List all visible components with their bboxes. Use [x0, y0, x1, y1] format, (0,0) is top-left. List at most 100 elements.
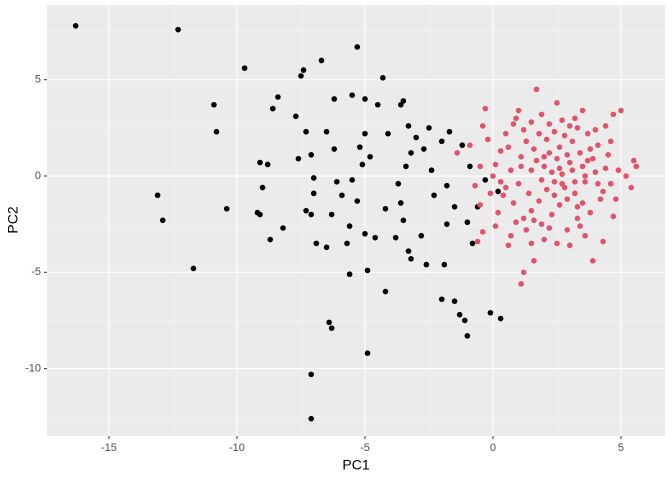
point	[533, 86, 540, 93]
point	[492, 223, 499, 229]
point	[610, 213, 617, 220]
point	[308, 152, 314, 158]
point	[502, 130, 509, 137]
point	[421, 146, 427, 152]
point	[538, 177, 545, 183]
point	[405, 248, 412, 254]
point	[607, 180, 614, 187]
point	[469, 240, 476, 247]
x-axis-title: PC1	[342, 457, 369, 473]
point	[605, 152, 611, 158]
point	[595, 180, 601, 187]
point	[451, 298, 458, 304]
point	[623, 173, 629, 179]
point	[518, 153, 524, 160]
point	[584, 130, 591, 137]
point	[495, 209, 501, 216]
point	[546, 150, 553, 156]
point	[398, 200, 404, 206]
point	[579, 200, 586, 206]
point	[310, 190, 317, 197]
point	[423, 261, 430, 268]
x-tick-label: -10	[229, 442, 245, 454]
point	[523, 138, 530, 145]
x-tick-label: 5	[618, 442, 624, 454]
point	[574, 125, 581, 131]
point	[551, 128, 558, 135]
point	[592, 126, 599, 133]
point	[566, 242, 573, 249]
point	[536, 198, 542, 204]
point	[566, 123, 573, 129]
point	[587, 209, 594, 216]
point	[510, 121, 517, 127]
point	[257, 211, 263, 218]
point	[280, 225, 286, 231]
point	[295, 155, 302, 162]
y-tick-label: -10	[25, 363, 41, 375]
point	[364, 267, 371, 274]
point	[549, 211, 555, 218]
point	[326, 319, 332, 326]
point	[382, 205, 389, 212]
point	[159, 217, 166, 224]
point	[464, 219, 471, 226]
point	[479, 229, 486, 235]
point	[602, 165, 609, 172]
x-tick-label: -15	[101, 442, 117, 454]
point	[264, 161, 271, 168]
point	[572, 190, 578, 197]
point	[444, 221, 450, 227]
point	[267, 236, 274, 243]
point	[454, 150, 460, 156]
point	[331, 96, 338, 102]
point	[374, 101, 381, 108]
point	[505, 144, 512, 150]
point	[259, 184, 266, 191]
point	[513, 219, 519, 226]
point	[556, 144, 563, 150]
point	[472, 182, 478, 189]
point	[497, 315, 504, 322]
point	[518, 163, 524, 170]
y-tick-label: -5	[31, 266, 41, 278]
point	[362, 130, 368, 137]
plot-panel	[47, 5, 665, 436]
point	[579, 107, 586, 114]
point	[520, 215, 527, 222]
point	[346, 223, 353, 229]
point	[574, 215, 581, 222]
point	[551, 192, 558, 199]
point	[339, 192, 345, 199]
point	[408, 150, 414, 156]
point	[359, 161, 366, 168]
point	[554, 155, 560, 162]
point	[538, 111, 545, 118]
point	[602, 123, 609, 129]
point	[372, 234, 379, 241]
point	[492, 161, 499, 168]
point	[72, 22, 79, 29]
point	[349, 177, 355, 183]
point	[367, 153, 373, 160]
point	[459, 142, 466, 149]
point	[508, 232, 514, 239]
point	[211, 101, 217, 108]
point	[554, 240, 560, 247]
point	[572, 115, 578, 122]
point	[508, 167, 514, 174]
point	[633, 163, 640, 170]
point	[392, 234, 399, 241]
point	[574, 204, 581, 210]
y-tick-label: 5	[35, 74, 41, 86]
point	[569, 138, 576, 145]
point	[257, 159, 263, 166]
point	[405, 123, 412, 129]
point	[444, 182, 450, 189]
point	[505, 242, 512, 249]
point	[531, 217, 537, 224]
point	[556, 202, 563, 208]
point	[500, 192, 507, 199]
point	[479, 123, 486, 129]
